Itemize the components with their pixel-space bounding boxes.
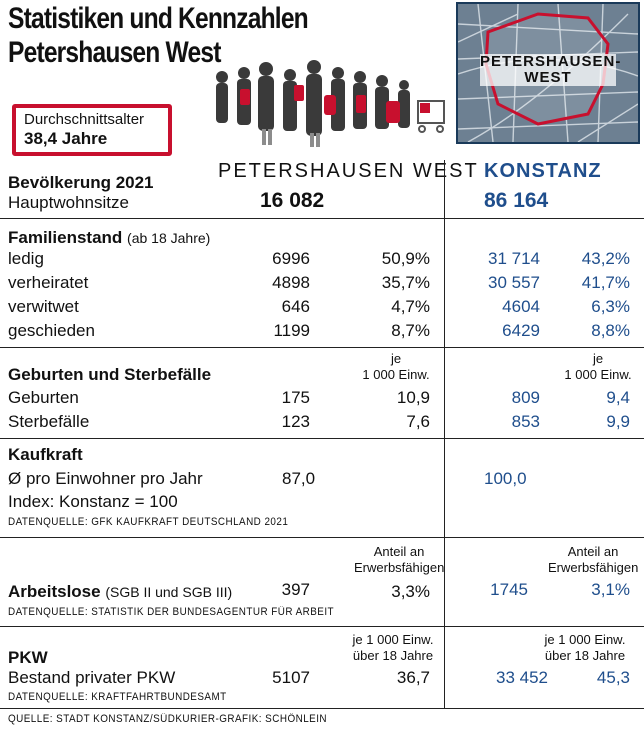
cars-heading: PKW bbox=[8, 648, 48, 667]
family-heading: Familienstand (ab 18 Jahre) bbox=[8, 228, 211, 247]
cars-city-abs: 33 452 bbox=[496, 668, 548, 687]
average-age-label: Durchschnittsalter bbox=[24, 111, 145, 128]
family-row-district-pct: 35,7% bbox=[381, 273, 430, 292]
power-index-note: Index: Konstanz = 100 bbox=[8, 492, 178, 511]
births-row-label: Sterbefälle bbox=[8, 412, 90, 431]
title-line2: Petershausen West bbox=[8, 36, 221, 69]
family-row-label: verheiratet bbox=[8, 273, 89, 292]
divider-line bbox=[0, 626, 644, 627]
cars-row-label: Bestand privater PKW bbox=[8, 668, 176, 687]
births-unit-note-city: je 1 000 Einw. bbox=[564, 351, 632, 382]
family-row-city-abs: 31 714 bbox=[488, 249, 540, 268]
family-row-district-abs: 6996 bbox=[272, 249, 310, 268]
cars-district-rate: 36,7 bbox=[396, 668, 430, 687]
family-row-city-abs: 4604 bbox=[502, 297, 540, 316]
jobless-source: DATENQUELLE: STATISTIK DER BUNDESAGENTUR… bbox=[8, 606, 335, 618]
divider-line bbox=[0, 537, 644, 538]
family-row-city-pct: 41,7% bbox=[581, 273, 630, 292]
column-divider bbox=[444, 160, 445, 708]
family-row-district-pct: 8,7% bbox=[391, 321, 430, 340]
cars-unit-note-city: je 1 000 Einw. über 18 Jahre bbox=[544, 632, 626, 663]
column-header-city: KONSTANZ bbox=[484, 160, 602, 182]
births-unit-note-district: je 1 000 Einw. bbox=[362, 351, 430, 382]
family-row-city-pct: 43,2% bbox=[581, 249, 630, 268]
crowd-illustration bbox=[216, 60, 445, 147]
title-line1: Statistiken und Kennzahlen bbox=[8, 2, 309, 35]
births-heading: Geburten und Sterbefälle bbox=[8, 365, 212, 384]
family-row-city-abs: 30 557 bbox=[488, 273, 540, 292]
divider-line bbox=[0, 708, 644, 709]
births-row-district-abs: 175 bbox=[281, 388, 310, 407]
power-city-value: 100,0 bbox=[484, 469, 527, 488]
column-header-district: PETERSHAUSEN WEST bbox=[218, 160, 479, 182]
births-row-city-abs: 853 bbox=[511, 412, 540, 431]
family-row-label: ledig bbox=[8, 249, 44, 268]
power-heading: Kaufkraft bbox=[8, 445, 83, 464]
divider-line bbox=[0, 347, 644, 348]
divider-line bbox=[0, 438, 644, 439]
family-row-city-abs: 6429 bbox=[502, 321, 540, 340]
family-row-district-abs: 1199 bbox=[273, 321, 310, 340]
jobless-district-pct: 3,3% bbox=[391, 582, 430, 601]
family-row-city-pct: 8,8% bbox=[591, 321, 630, 340]
power-source: DATENQUELLE: GFK KAUFKRAFT DEUTSCHLAND 2… bbox=[8, 516, 289, 528]
cars-district-abs: 5107 bbox=[272, 668, 310, 687]
births-row-city-abs: 809 bbox=[511, 388, 540, 407]
family-row-district-abs: 4898 bbox=[272, 273, 310, 292]
family-row-city-pct: 6,3% bbox=[591, 297, 630, 316]
jobless-city-pct: 3,1% bbox=[591, 580, 630, 599]
jobless-city-abs: 1745 bbox=[490, 580, 528, 599]
population-city: 86 164 bbox=[484, 189, 549, 212]
population-heading: Bevölkerung 2021 bbox=[8, 173, 154, 192]
jobless-district-abs: 397 bbox=[281, 580, 310, 599]
population-district: 16 082 bbox=[260, 189, 325, 212]
family-row-district-abs: 646 bbox=[281, 297, 310, 316]
divider-line bbox=[0, 218, 644, 219]
population-sub: Hauptwohnsitze bbox=[8, 193, 129, 212]
births-row-district-rate: 10,9 bbox=[396, 388, 430, 407]
jobless-unit-note-district: Anteil an Erwerbsfähigen bbox=[354, 544, 445, 575]
family-row-district-pct: 50,9% bbox=[381, 249, 430, 268]
cars-city-rate: 45,3 bbox=[596, 668, 630, 687]
family-row-district-pct: 4,7% bbox=[391, 297, 430, 316]
family-row-label: verwitwet bbox=[8, 297, 79, 316]
births-row-label: Geburten bbox=[8, 388, 79, 407]
births-row-district-rate: 7,6 bbox=[406, 412, 430, 431]
footer-credit: QUELLE: STADT KONSTANZ/SÜDKURIER-GRAFIK:… bbox=[8, 713, 328, 725]
district-map: PETERSHAUSEN- WEST bbox=[456, 2, 640, 144]
power-row-label: Ø pro Einwohner pro Jahr bbox=[8, 469, 203, 488]
jobless-unit-note-city: Anteil an Erwerbsfähigen bbox=[548, 544, 639, 575]
family-row-label: geschieden bbox=[8, 321, 95, 340]
map-district-label: PETERSHAUSEN- WEST bbox=[480, 53, 622, 86]
births-row-city-rate: 9,9 bbox=[606, 412, 630, 431]
cars-source: DATENQUELLE: KRAFTFAHRTBUNDESAMT bbox=[8, 691, 227, 703]
power-district-value: 87,0 bbox=[282, 469, 316, 488]
average-age-badge: Durchschnittsalter 38,4 Jahre bbox=[12, 104, 172, 156]
births-row-district-abs: 123 bbox=[281, 412, 310, 431]
jobless-heading: Arbeitslose (SGB II und SGB III) bbox=[8, 582, 233, 601]
births-row-city-rate: 9,4 bbox=[606, 388, 630, 407]
average-age-value: 38,4 Jahre bbox=[24, 129, 108, 148]
cars-unit-note-district: je 1 000 Einw. über 18 Jahre bbox=[352, 632, 434, 663]
